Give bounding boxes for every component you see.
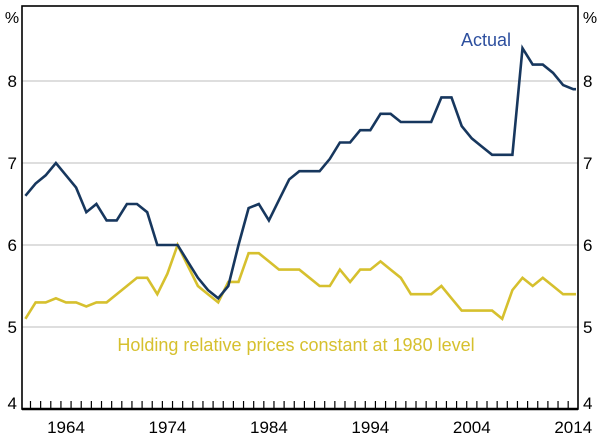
constant-price-series-label: Holding relative prices constant at 1980… <box>117 335 474 355</box>
y-axis-label-left: 5 <box>8 318 17 337</box>
y-gridlines <box>22 80 578 328</box>
y-axis-labels: 4 4 5 5 6 6 7 7 8 8 <box>8 72 593 413</box>
x-year-ticks <box>29 401 569 409</box>
y-axis-label-right: 6 <box>583 236 592 255</box>
y-axis-label-right: 4 <box>583 394 592 413</box>
actual-series-label: Actual <box>461 30 511 50</box>
y-axis-label-right: 8 <box>583 72 592 91</box>
x-axis-year-label: 2014 <box>554 418 592 437</box>
x-axis-year-label: 1974 <box>149 418 187 437</box>
y-axis-label-left: 7 <box>8 154 17 173</box>
series-lines <box>24 44 576 321</box>
x-axis-year-label: 1984 <box>250 418 288 437</box>
constant-1980-line <box>24 241 576 321</box>
x-axis-year-label: 1994 <box>351 418 389 437</box>
y-axis-label-left: 4 <box>8 394 17 413</box>
actual-line <box>24 44 576 301</box>
y-axis-label-right: 5 <box>583 318 592 337</box>
x-axis-year-label: 2004 <box>453 418 491 437</box>
x-axis-year-label: 1964 <box>47 418 85 437</box>
x-axis-labels: 1964 1974 1984 1994 2004 2014 <box>47 418 592 437</box>
plot-frame <box>21 5 579 411</box>
y-axis-label-left: 8 <box>8 72 17 91</box>
y-axis-label-right: 7 <box>583 154 592 173</box>
percent-unit-right: % <box>583 10 597 27</box>
y-axis-label-left: 6 <box>8 236 17 255</box>
percent-unit-left: % <box>5 10 19 27</box>
